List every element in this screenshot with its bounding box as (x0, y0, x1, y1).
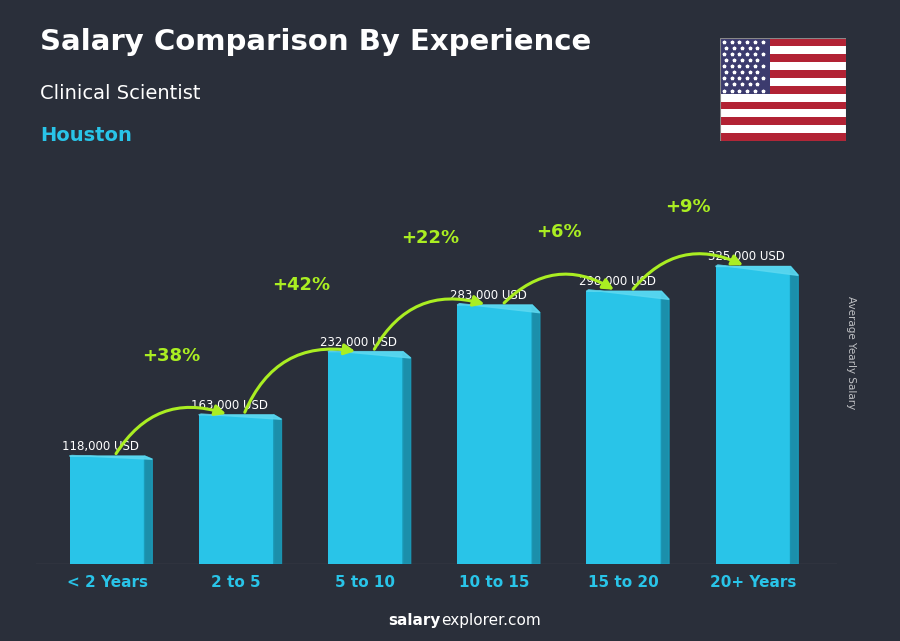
Bar (720, 86, 846, 94)
Text: Clinical Scientist: Clinical Scientist (40, 83, 201, 103)
Bar (720, 110, 846, 117)
Polygon shape (403, 352, 410, 564)
Polygon shape (532, 305, 540, 564)
Polygon shape (457, 304, 540, 313)
Text: 118,000 USD: 118,000 USD (62, 440, 140, 453)
FancyBboxPatch shape (199, 415, 274, 564)
Text: 325,000 USD: 325,000 USD (708, 251, 785, 263)
Polygon shape (145, 456, 152, 564)
Text: explorer.com: explorer.com (441, 613, 541, 628)
Polygon shape (662, 291, 669, 564)
Text: 283,000 USD: 283,000 USD (450, 289, 526, 302)
Text: +9%: +9% (666, 199, 711, 217)
Text: salary: salary (389, 613, 441, 628)
Bar (720, 125, 846, 133)
Bar (720, 101, 846, 110)
Text: +22%: +22% (401, 229, 459, 247)
Text: +6%: +6% (536, 223, 582, 241)
Text: 232,000 USD: 232,000 USD (320, 335, 398, 349)
Bar (720, 54, 846, 62)
FancyBboxPatch shape (587, 291, 662, 564)
Polygon shape (790, 267, 798, 564)
Text: 298,000 USD: 298,000 USD (579, 275, 656, 288)
Polygon shape (199, 414, 282, 419)
Polygon shape (587, 290, 669, 299)
FancyBboxPatch shape (69, 456, 145, 564)
Bar (720, 133, 846, 141)
Polygon shape (69, 456, 152, 459)
Bar (720, 38, 846, 46)
Bar (720, 62, 846, 70)
Text: Average Yearly Salary: Average Yearly Salary (845, 296, 856, 409)
Text: +38%: +38% (142, 347, 201, 365)
Polygon shape (274, 415, 282, 564)
Polygon shape (716, 265, 798, 276)
FancyBboxPatch shape (328, 352, 403, 564)
Bar (720, 78, 846, 86)
Bar (720, 46, 846, 54)
Bar (720, 117, 846, 125)
FancyBboxPatch shape (457, 305, 532, 564)
Bar (720, 94, 846, 101)
Text: Salary Comparison By Experience: Salary Comparison By Experience (40, 28, 591, 56)
Bar (720, 38, 770, 94)
FancyBboxPatch shape (716, 267, 790, 564)
Bar (720, 70, 846, 78)
Polygon shape (328, 351, 410, 358)
Text: +42%: +42% (272, 276, 330, 294)
Text: Houston: Houston (40, 126, 131, 145)
Text: 163,000 USD: 163,000 USD (192, 399, 268, 412)
